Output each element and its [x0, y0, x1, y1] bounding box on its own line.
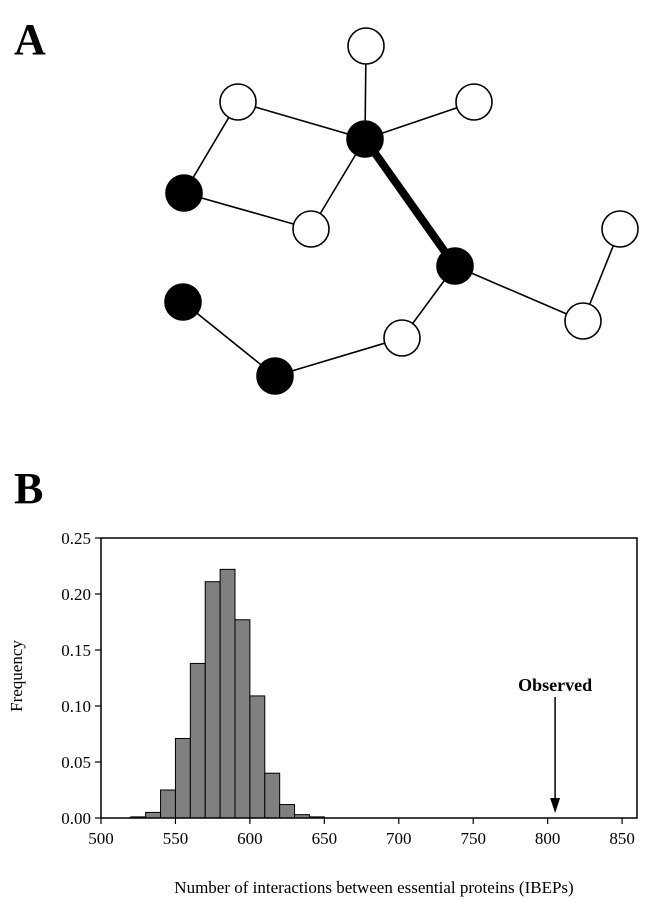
- network-edge: [454, 265, 584, 322]
- histogram-bar: [145, 811, 162, 819]
- x-tick-label: 500: [88, 829, 114, 848]
- essential-node: [165, 174, 203, 212]
- observed-annotation: Observed: [518, 675, 592, 813]
- histogram-bar: [219, 568, 236, 819]
- network-nodes: [164, 27, 639, 395]
- nonessential-node: [219, 83, 257, 121]
- x-axis-label: Number of interactions between essential…: [174, 878, 573, 897]
- observed-label: Observed: [518, 675, 592, 695]
- x-tick-label: 800: [535, 829, 561, 848]
- y-tick-label: 0.25: [61, 529, 91, 548]
- nonessential-node: [292, 210, 330, 248]
- observed-arrow-head: [550, 798, 561, 813]
- chart-axes: [100, 537, 638, 819]
- network-edge: [364, 101, 475, 140]
- histogram-chart: 500 550 600 650 700 750 800 850 0.00 0.05 0.10 0.15…: [7, 529, 638, 897]
- histogram-bar: [249, 695, 266, 819]
- nonessential-node: [347, 27, 385, 65]
- network-edge: [237, 101, 366, 140]
- histogram-bar: [189, 662, 206, 819]
- essential-node: [164, 283, 202, 321]
- nonessential-node: [383, 319, 421, 357]
- plot-frame: [100, 537, 638, 819]
- panel-a-label: A: [14, 15, 46, 64]
- x-tick-label: 850: [609, 829, 635, 848]
- panel-b-label: B: [14, 464, 43, 513]
- histogram-bars: [130, 568, 325, 819]
- y-tick-label: 0.05: [61, 753, 91, 772]
- nonessential-node: [601, 210, 639, 248]
- x-tick-label: 650: [312, 829, 338, 848]
- nonessential-node: [455, 83, 493, 121]
- network-edge: [182, 301, 276, 377]
- y-tick-label: 0.10: [61, 697, 91, 716]
- histogram-bar: [264, 772, 281, 819]
- nonessential-node: [564, 302, 602, 340]
- histogram-bar: [204, 581, 221, 819]
- essential-node: [256, 357, 294, 395]
- histogram-bar: [174, 737, 191, 819]
- network-edge: [274, 337, 403, 377]
- edge-essential-essential: [361, 136, 459, 269]
- histogram-bar: [160, 789, 176, 819]
- y-axis-label: Frequency: [7, 640, 26, 712]
- chart-ticks: 500 550 600 650 700 750 800 850 0.00 0.05 0.10 0.15…: [61, 529, 635, 848]
- y-tick-label: 0.15: [61, 641, 91, 660]
- essential-node: [436, 247, 474, 285]
- essential-node: [346, 120, 384, 158]
- y-tick-label: 0.00: [61, 809, 91, 828]
- histogram-bar: [279, 804, 296, 819]
- network-diagram: [164, 27, 639, 395]
- x-tick-label: 700: [386, 829, 412, 848]
- network-edge: [183, 192, 312, 230]
- x-tick-label: 750: [460, 829, 486, 848]
- x-tick-label: 600: [237, 829, 263, 848]
- y-tick-label: 0.20: [61, 585, 91, 604]
- x-tick-label: 550: [163, 829, 189, 848]
- histogram-bar: [234, 619, 251, 819]
